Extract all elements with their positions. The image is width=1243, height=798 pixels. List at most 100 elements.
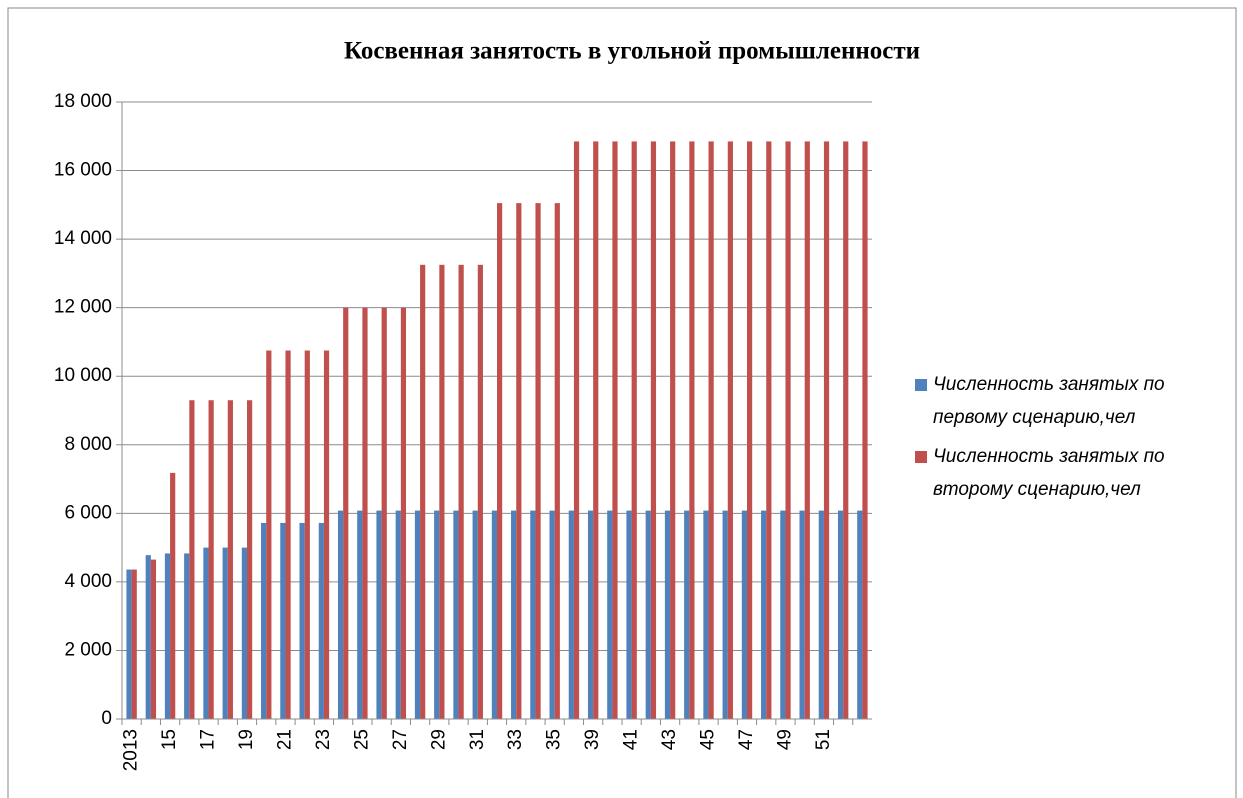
bar bbox=[357, 510, 363, 719]
bar bbox=[587, 510, 594, 719]
y-tick-label: 2 000 bbox=[64, 639, 112, 660]
x-tick-label: 29 bbox=[428, 729, 449, 750]
bar bbox=[453, 510, 459, 719]
legend-label: Численность занятых по второму сценарию,… bbox=[933, 446, 1165, 500]
bar bbox=[645, 510, 651, 719]
y-tick-label: 18 000 bbox=[54, 91, 112, 112]
bar bbox=[323, 350, 330, 719]
legend-label: Численность занятых по первому сценарию,… bbox=[933, 374, 1165, 428]
bar bbox=[689, 141, 695, 720]
x-tick-label: 41 bbox=[621, 729, 642, 750]
x-tick-label: 35 bbox=[544, 729, 565, 750]
bar bbox=[664, 510, 671, 719]
bar bbox=[703, 510, 709, 719]
y-tick-label: 12 000 bbox=[54, 297, 112, 318]
bar bbox=[708, 141, 714, 720]
bar bbox=[304, 350, 310, 719]
bar bbox=[343, 307, 349, 719]
x-tick-label: 2013 bbox=[121, 729, 142, 771]
bar bbox=[150, 559, 157, 719]
bar bbox=[170, 472, 176, 719]
bar bbox=[843, 141, 849, 720]
bar bbox=[261, 522, 267, 719]
bar bbox=[804, 141, 810, 720]
bar bbox=[439, 264, 445, 719]
x-tick-label: 19 bbox=[236, 729, 257, 750]
bar bbox=[299, 522, 305, 719]
bar bbox=[208, 400, 214, 719]
bar bbox=[241, 547, 247, 719]
bar bbox=[472, 510, 478, 719]
x-tick-label: 45 bbox=[698, 729, 719, 750]
x-tick-label: 21 bbox=[274, 729, 295, 750]
bar bbox=[785, 141, 791, 720]
bar bbox=[650, 141, 657, 720]
y-tick-label: 0 bbox=[101, 708, 112, 729]
x-tick-label: 17 bbox=[198, 729, 219, 750]
x-tick-label: 25 bbox=[351, 729, 372, 750]
bar bbox=[491, 510, 497, 719]
bar bbox=[395, 510, 401, 719]
bar bbox=[857, 510, 863, 719]
bar bbox=[203, 547, 209, 719]
y-tick-label: 14 000 bbox=[54, 228, 112, 249]
y-tick-label: 10 000 bbox=[54, 365, 112, 386]
bar bbox=[799, 510, 805, 719]
bar bbox=[376, 510, 382, 719]
bar bbox=[780, 510, 786, 719]
bar bbox=[497, 203, 503, 719]
bar bbox=[164, 553, 171, 719]
bar bbox=[722, 510, 728, 719]
bar bbox=[766, 141, 772, 720]
x-tick-label: 33 bbox=[505, 729, 526, 750]
bar bbox=[184, 553, 190, 719]
bar bbox=[626, 510, 632, 719]
bar bbox=[727, 141, 733, 720]
bar bbox=[573, 141, 580, 720]
x-tick-label: 43 bbox=[659, 729, 680, 750]
bar bbox=[285, 350, 291, 719]
bar bbox=[516, 203, 522, 719]
bar bbox=[458, 264, 464, 719]
bar bbox=[222, 547, 228, 719]
x-tick-label: 15 bbox=[159, 729, 180, 750]
bar bbox=[414, 510, 421, 719]
bar bbox=[400, 307, 407, 719]
bar bbox=[434, 510, 440, 719]
bar bbox=[511, 510, 517, 719]
bar bbox=[280, 522, 286, 719]
x-tick-label: 49 bbox=[774, 729, 795, 750]
x-tick-label: 27 bbox=[390, 729, 411, 750]
bar bbox=[612, 141, 618, 720]
legend: Численность занятых по первому сценарию,… bbox=[915, 368, 1235, 512]
bar bbox=[266, 350, 272, 719]
chart-title: Косвенная занятость в угольной промышлен… bbox=[344, 38, 920, 65]
bar bbox=[337, 510, 344, 719]
bar bbox=[189, 400, 195, 719]
bar bbox=[477, 264, 483, 719]
y-tick-label: 8 000 bbox=[64, 434, 112, 455]
bar bbox=[549, 510, 555, 719]
bar bbox=[568, 510, 574, 719]
bar bbox=[761, 510, 767, 719]
legend-entry: Численность занятых по первому сценарию,… bbox=[915, 368, 1235, 434]
bar bbox=[741, 510, 747, 719]
bar bbox=[535, 203, 541, 719]
bar bbox=[362, 307, 368, 719]
bar bbox=[593, 141, 599, 720]
bar bbox=[318, 522, 324, 719]
bar bbox=[607, 510, 613, 719]
y-tick-label: 16 000 bbox=[54, 160, 112, 181]
bar bbox=[823, 141, 830, 720]
legend-swatch bbox=[915, 379, 927, 391]
chart-frame bbox=[7, 7, 1237, 798]
bar bbox=[247, 400, 253, 719]
bar bbox=[145, 555, 151, 719]
bar bbox=[837, 510, 844, 719]
x-tick-label: 51 bbox=[813, 729, 834, 750]
x-tick-label: 31 bbox=[467, 729, 488, 750]
bar bbox=[747, 141, 753, 720]
x-tick-label: 39 bbox=[582, 729, 603, 750]
